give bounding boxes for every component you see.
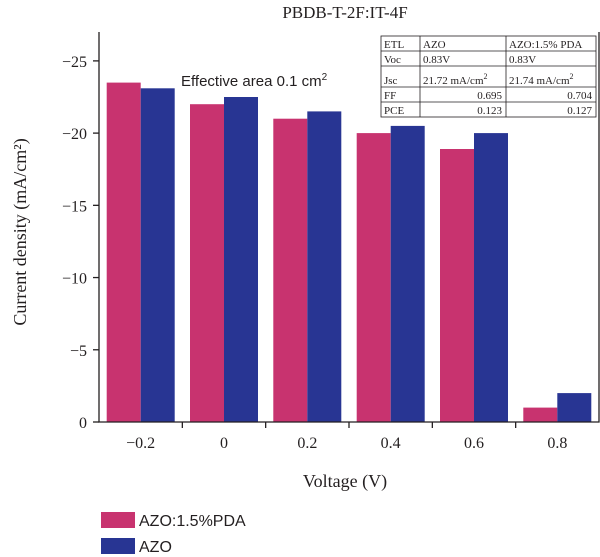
legend: AZO:1.5%PDA AZO [101, 512, 246, 556]
table-cell: 21.74 mA/cm2 [509, 72, 574, 87]
y-axis-title: Current density (mA/cm²) [10, 138, 31, 325]
table-cell: AZO:1.5% PDA [509, 39, 582, 51]
bar [273, 118, 308, 422]
table-cell: ETL [384, 39, 404, 51]
x-axis-title: Voltage (V) [303, 471, 387, 492]
table-cell: 0.704 [567, 90, 592, 102]
bar [190, 104, 224, 422]
table-cell: 0.123 [477, 105, 502, 117]
x-tick-label: 0.8 [547, 435, 567, 452]
y-tick-label: −20 [62, 126, 87, 143]
bar [356, 133, 391, 422]
table-cell: 0.127 [567, 105, 592, 117]
table-cell: Jsc [384, 75, 398, 87]
effective-area-annotation: Effective area 0.1 cm2 [181, 72, 328, 90]
table-cell: 21.72 mA/cm2 [423, 72, 488, 87]
table-cell: PCE [384, 105, 404, 117]
x-tick-label: 0.6 [464, 435, 484, 452]
x-tick-label: 0.2 [297, 435, 317, 452]
x-tick-label: 0 [220, 435, 228, 452]
legend-swatch [101, 538, 135, 554]
bar [307, 111, 342, 423]
table-cell: 0.695 [477, 90, 502, 102]
bar [440, 149, 474, 422]
inset-table: ETL AZO AZO:1.5% PDA Voc 0.83V 0.83V Jsc 21.72 … [380, 35, 597, 118]
ticks-layer: 0 −5 −10 −15 −20 −25 −0.2 0 0.2 0.4 0.6 0.8 [62, 54, 567, 452]
table-cell: 0.83V [423, 54, 450, 66]
x-tick-label: 0.4 [381, 435, 401, 452]
table-cell: 0.83V [509, 54, 536, 66]
y-tick-label: −15 [62, 198, 87, 215]
chart-title: PBDB-T-2F:IT-4F [282, 3, 407, 22]
bar [390, 125, 425, 423]
bar [224, 97, 258, 422]
table-cell: Voc [384, 54, 401, 66]
y-tick-label: −10 [62, 271, 87, 288]
legend-label: AZO [139, 539, 172, 556]
table-border [380, 35, 597, 118]
y-tick-label: −25 [62, 54, 87, 71]
bar [474, 133, 508, 422]
x-tick-label: −0.2 [126, 435, 155, 452]
bar [106, 82, 141, 422]
legend-swatch [101, 512, 135, 528]
table-cell: AZO [423, 39, 446, 51]
bar [557, 393, 592, 422]
y-tick-label: −5 [70, 343, 87, 360]
bar [523, 407, 558, 422]
bar [140, 88, 175, 423]
bars-layer [106, 82, 592, 423]
table-cell: FF [384, 90, 396, 102]
y-tick-label: 0 [79, 415, 87, 432]
legend-label: AZO:1.5%PDA [139, 513, 246, 530]
